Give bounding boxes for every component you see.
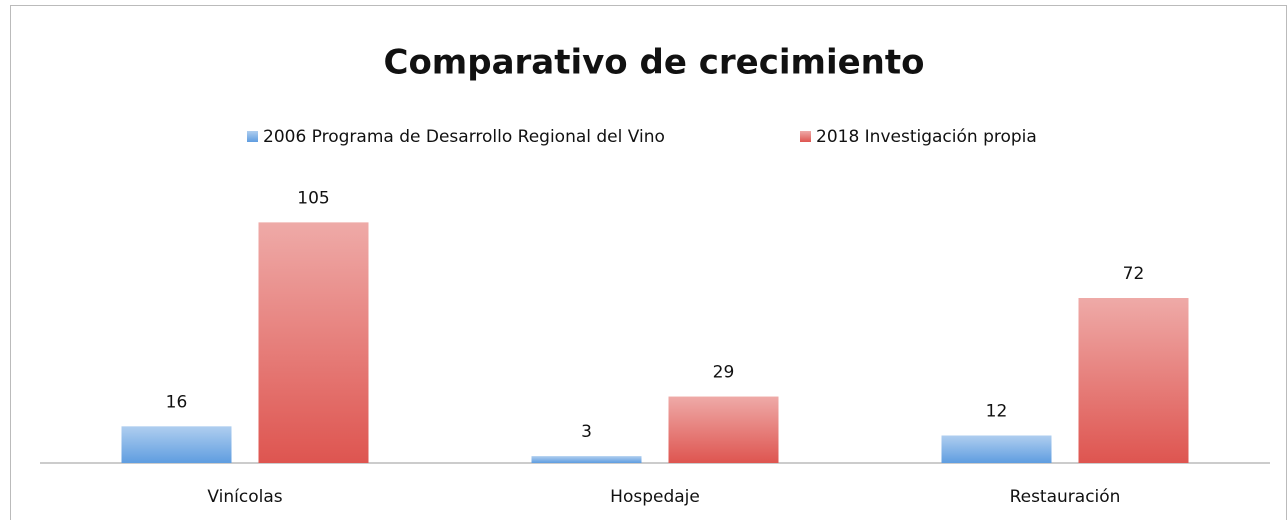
data-label: 72: [1123, 264, 1145, 284]
x-tick-label: Restauración: [1010, 487, 1121, 507]
data-label: 12: [986, 402, 1008, 422]
legend-label: 2018 Investigación propia: [816, 127, 1037, 147]
legend-label: 2006 Programa de Desarrollo Regional del…: [263, 127, 665, 147]
bar: [668, 396, 779, 463]
x-tick-label: Vinícolas: [207, 487, 282, 507]
legend-swatch: [247, 131, 258, 142]
data-label: 16: [166, 392, 188, 412]
data-label: 29: [713, 363, 735, 383]
data-label: 3: [581, 422, 592, 442]
bar: [531, 456, 642, 463]
x-tick-label: Hospedaje: [610, 487, 700, 507]
bar: [121, 426, 232, 463]
chart-title: Comparativo de crecimiento: [384, 43, 925, 83]
bar: [941, 435, 1052, 463]
legend-swatch: [800, 131, 811, 142]
data-label: 105: [297, 188, 329, 208]
bar: [258, 222, 369, 463]
bar: [1078, 298, 1189, 463]
